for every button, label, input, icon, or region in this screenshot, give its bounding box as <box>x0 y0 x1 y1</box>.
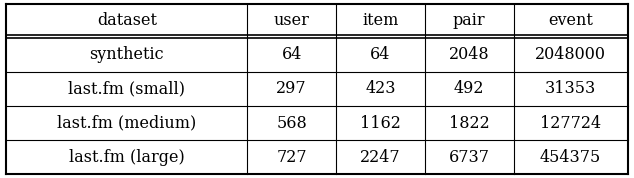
Text: user: user <box>274 12 309 29</box>
Text: pair: pair <box>453 12 486 29</box>
Text: 454375: 454375 <box>540 149 601 166</box>
Text: 31353: 31353 <box>545 80 596 98</box>
Text: 2048000: 2048000 <box>535 46 606 63</box>
Text: 423: 423 <box>365 80 396 98</box>
Text: 2247: 2247 <box>360 149 401 166</box>
Text: 2048: 2048 <box>449 46 489 63</box>
Text: last.fm (small): last.fm (small) <box>68 80 185 98</box>
Text: item: item <box>362 12 399 29</box>
Text: 6737: 6737 <box>449 149 489 166</box>
Text: 568: 568 <box>276 115 307 132</box>
Text: event: event <box>548 12 593 29</box>
Text: 1822: 1822 <box>449 115 489 132</box>
Text: 297: 297 <box>276 80 307 98</box>
Text: dataset: dataset <box>97 12 157 29</box>
Text: last.fm (large): last.fm (large) <box>69 149 184 166</box>
Text: 64: 64 <box>281 46 302 63</box>
Text: 1162: 1162 <box>360 115 401 132</box>
Text: 492: 492 <box>454 80 484 98</box>
Text: 727: 727 <box>276 149 307 166</box>
Text: 127724: 127724 <box>540 115 601 132</box>
Text: synthetic: synthetic <box>89 46 164 63</box>
Text: last.fm (medium): last.fm (medium) <box>57 115 197 132</box>
Text: 64: 64 <box>370 46 391 63</box>
